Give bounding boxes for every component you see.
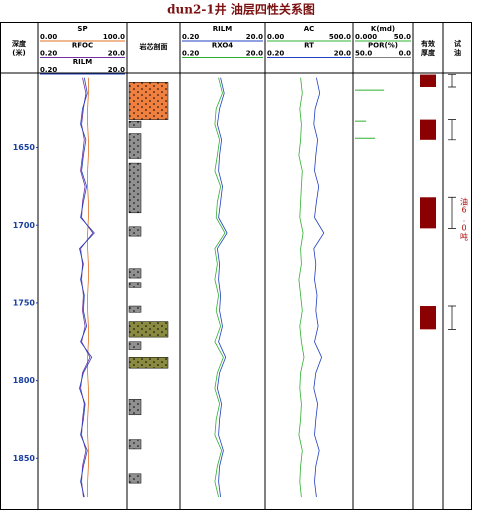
scale-min: 0.00: [267, 33, 284, 41]
curve-name: SP: [77, 25, 87, 33]
scale-max: 20.0: [246, 33, 263, 41]
lithology-pattern: [129, 341, 141, 350]
y-tick-label: 1750: [13, 298, 36, 307]
lithology-pattern: [129, 133, 141, 159]
scale-max: 50.0: [394, 33, 411, 41]
lithology-pattern: [129, 226, 141, 237]
test-bracket: [448, 196, 456, 229]
lithology-pattern: [129, 121, 141, 128]
log-curve: [79, 77, 95, 498]
log-curve: [87, 77, 89, 498]
scale-min: 0.20: [182, 33, 199, 41]
scale-max: 20.0: [246, 50, 263, 58]
scale-max: 0.0: [399, 50, 412, 58]
curve-name: RFOC: [72, 42, 93, 50]
curve-name: RT: [304, 42, 314, 50]
scale-max: 20.0: [108, 50, 125, 58]
thickness-bar: [420, 74, 436, 87]
scale-max: 20.0: [334, 50, 351, 58]
thickness-bar: [420, 197, 436, 229]
y-tick-label: 1800: [13, 376, 36, 385]
lithology-pattern: [129, 321, 168, 338]
test-bracket: [448, 119, 456, 141]
y-tick-label: 1850: [13, 454, 36, 463]
lithology-pattern: [129, 268, 141, 279]
depth-header: 深度: [12, 39, 27, 48]
scale-min: 0.20: [182, 50, 199, 58]
scale-min: 50.0: [355, 50, 372, 58]
scale-max: 20.0: [108, 66, 125, 74]
curve-name: K(md): [371, 25, 395, 33]
lithology-pattern: [129, 306, 141, 313]
log-curve: [298, 77, 305, 498]
curve-name: RILM: [213, 25, 232, 33]
curve-name: AC: [304, 25, 315, 33]
scale-min: 0.20: [40, 66, 57, 74]
y-tick-label: 1700: [13, 221, 36, 230]
oil-test-title: 油: [454, 48, 461, 57]
lithology-pattern: [129, 163, 141, 213]
scale-min: 0.20: [267, 50, 284, 58]
depth-header: (米): [12, 48, 25, 57]
lithology-pattern: [129, 439, 141, 449]
scale-min: 0.000: [355, 33, 377, 41]
lithology-pattern: [129, 82, 168, 120]
scale-min: 0.00: [40, 33, 57, 41]
scale-max: 100.0: [103, 33, 125, 41]
thickness-title: 厚度: [421, 48, 436, 57]
curve-name: RILM: [73, 58, 92, 66]
test-bracket: [448, 74, 456, 88]
curve-name: RXO4: [212, 42, 233, 50]
lithology-pattern: [129, 473, 141, 484]
test-bracket: [448, 305, 456, 330]
lithology-pattern: [129, 357, 168, 369]
log-curve: [214, 77, 226, 498]
y-tick-label: 1650: [13, 143, 36, 152]
scale-min: 0.20: [40, 50, 57, 58]
thickness-bar: [420, 306, 436, 330]
oil-test-title: 试: [454, 39, 461, 48]
curve-name: POR(%): [368, 42, 398, 50]
lithology-title: 岩芯剖面: [139, 42, 168, 51]
log-curve: [313, 77, 325, 498]
lithology-pattern: [129, 399, 141, 415]
thickness-bar: [420, 119, 436, 140]
log-curve: [216, 77, 228, 498]
scale-max: 500.0: [329, 33, 351, 41]
chart-title: dun2-1井 油层四性关系图: [167, 2, 315, 17]
oil-test-result: 油6.0吨: [460, 196, 469, 240]
thickness-title: 有效: [421, 39, 436, 48]
lithology-pattern: [129, 282, 141, 288]
frame: [0, 22, 472, 510]
